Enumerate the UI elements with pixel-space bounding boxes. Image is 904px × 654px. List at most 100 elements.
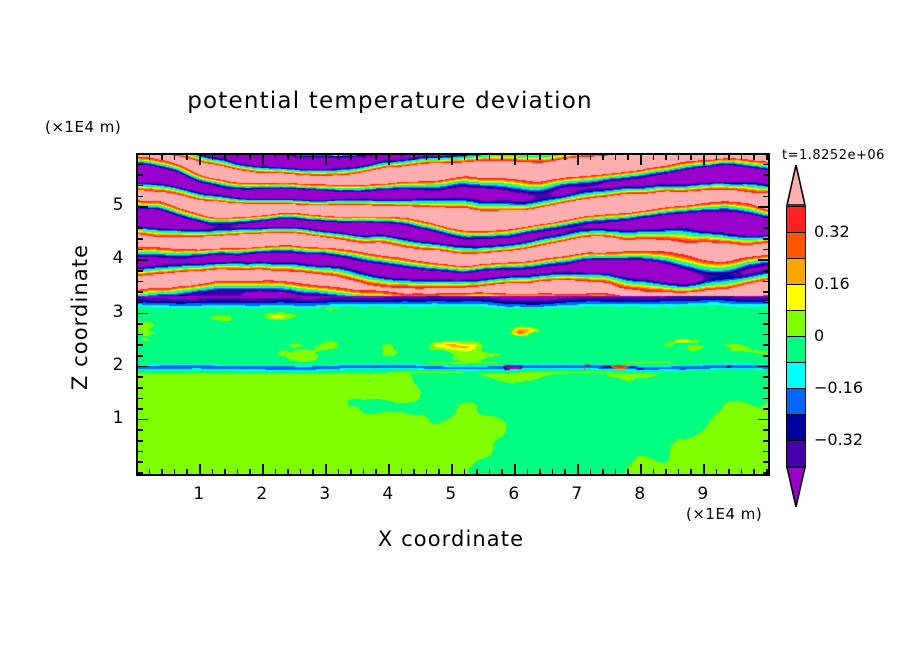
tick-mark (211, 469, 214, 474)
tick-mark (138, 269, 143, 272)
tick-mark (514, 155, 516, 165)
tick-mark (763, 153, 768, 155)
tick-mark (614, 155, 617, 160)
y-tick-label: 4 (112, 248, 124, 269)
plot-area (136, 153, 770, 476)
colorbar-tick-label: 0.32 (814, 222, 850, 241)
colorbar-tick-label: 0.16 (814, 274, 850, 293)
tick-mark (138, 280, 143, 283)
tick-mark (763, 280, 768, 283)
tick-mark (763, 386, 768, 389)
tick-mark (763, 429, 768, 432)
tick-mark (262, 464, 264, 474)
tick-mark (753, 155, 755, 160)
page-title: potential temperature deviation (187, 88, 593, 114)
tick-mark (703, 464, 705, 474)
tick-mark (186, 469, 188, 474)
colorbar-band (786, 258, 806, 286)
tick-mark (763, 184, 768, 187)
tick-mark (138, 216, 143, 219)
tick-mark (476, 469, 478, 474)
tick-mark (375, 155, 377, 160)
tick-mark (138, 227, 143, 230)
tick-mark (551, 469, 554, 474)
tick-mark (614, 469, 617, 474)
colorbar-tick-label: −0.32 (814, 430, 864, 449)
tick-mark (539, 155, 541, 160)
tick-mark (476, 155, 478, 160)
colorbar-band (786, 388, 806, 416)
x-tick-label: 2 (256, 484, 268, 504)
tick-mark (763, 291, 768, 293)
y-axis-unit-label: (×1E4 m) (45, 118, 122, 136)
tick-mark (413, 469, 415, 474)
tick-mark (703, 155, 705, 165)
x-tick-label: 6 (508, 484, 520, 504)
tick-mark (224, 155, 226, 160)
x-tick-label: 5 (445, 484, 457, 504)
tick-mark (758, 206, 768, 208)
tick-mark (577, 464, 579, 474)
tick-mark (763, 440, 768, 442)
tick-mark (763, 163, 768, 166)
tick-mark (763, 333, 768, 336)
x-axis-unit-label: (×1E4 m) (686, 505, 763, 523)
y-tick-label: 3 (112, 301, 124, 322)
y-axis-title: Z coordinate (68, 243, 92, 391)
tick-mark (763, 269, 768, 272)
tick-mark (438, 155, 440, 160)
colorbar-band (786, 414, 806, 442)
tick-mark (199, 155, 201, 165)
tick-mark (138, 355, 143, 357)
tick-mark (138, 440, 143, 442)
tick-mark (287, 469, 289, 474)
tick-mark (138, 461, 143, 463)
x-tick-label: 1 (193, 484, 205, 504)
colorbar-band (786, 310, 806, 338)
tick-mark (161, 155, 163, 160)
tick-mark (299, 469, 302, 474)
tick-mark (690, 469, 692, 474)
tick-mark (138, 408, 143, 410)
tick-mark (602, 155, 604, 160)
tick-mark (539, 469, 541, 474)
tick-mark (677, 155, 680, 160)
tick-mark (763, 323, 768, 325)
tick-mark (551, 155, 554, 160)
tick-mark (350, 155, 352, 160)
tick-mark (138, 472, 143, 474)
x-axis-title: X coordinate (377, 527, 525, 551)
tick-mark (690, 155, 692, 160)
tick-mark (766, 469, 768, 474)
tick-mark (148, 469, 151, 474)
tick-mark (388, 155, 390, 165)
tick-mark (236, 469, 239, 474)
tick-mark (337, 155, 340, 160)
colorbar-band (786, 206, 806, 234)
tick-mark (262, 155, 264, 165)
tick-mark (138, 333, 143, 336)
tick-mark (138, 323, 143, 325)
tick-mark (728, 469, 730, 474)
tick-mark (249, 155, 251, 160)
tick-mark (665, 469, 667, 474)
tick-mark (138, 365, 148, 368)
tick-mark (337, 469, 340, 474)
tick-mark (763, 216, 768, 219)
y-tick-label: 2 (112, 354, 124, 375)
tick-mark (173, 155, 176, 160)
tick-mark (199, 464, 201, 474)
tick-mark (577, 155, 579, 165)
tick-mark (564, 155, 566, 160)
tick-mark (652, 155, 655, 160)
tick-mark (715, 469, 718, 474)
tick-mark (148, 155, 151, 160)
tick-mark (526, 155, 529, 160)
tick-mark (312, 469, 314, 474)
tick-mark (763, 227, 768, 230)
tick-mark (173, 469, 176, 474)
tick-mark (138, 429, 143, 432)
tick-mark (138, 418, 148, 421)
tick-mark (677, 469, 680, 474)
